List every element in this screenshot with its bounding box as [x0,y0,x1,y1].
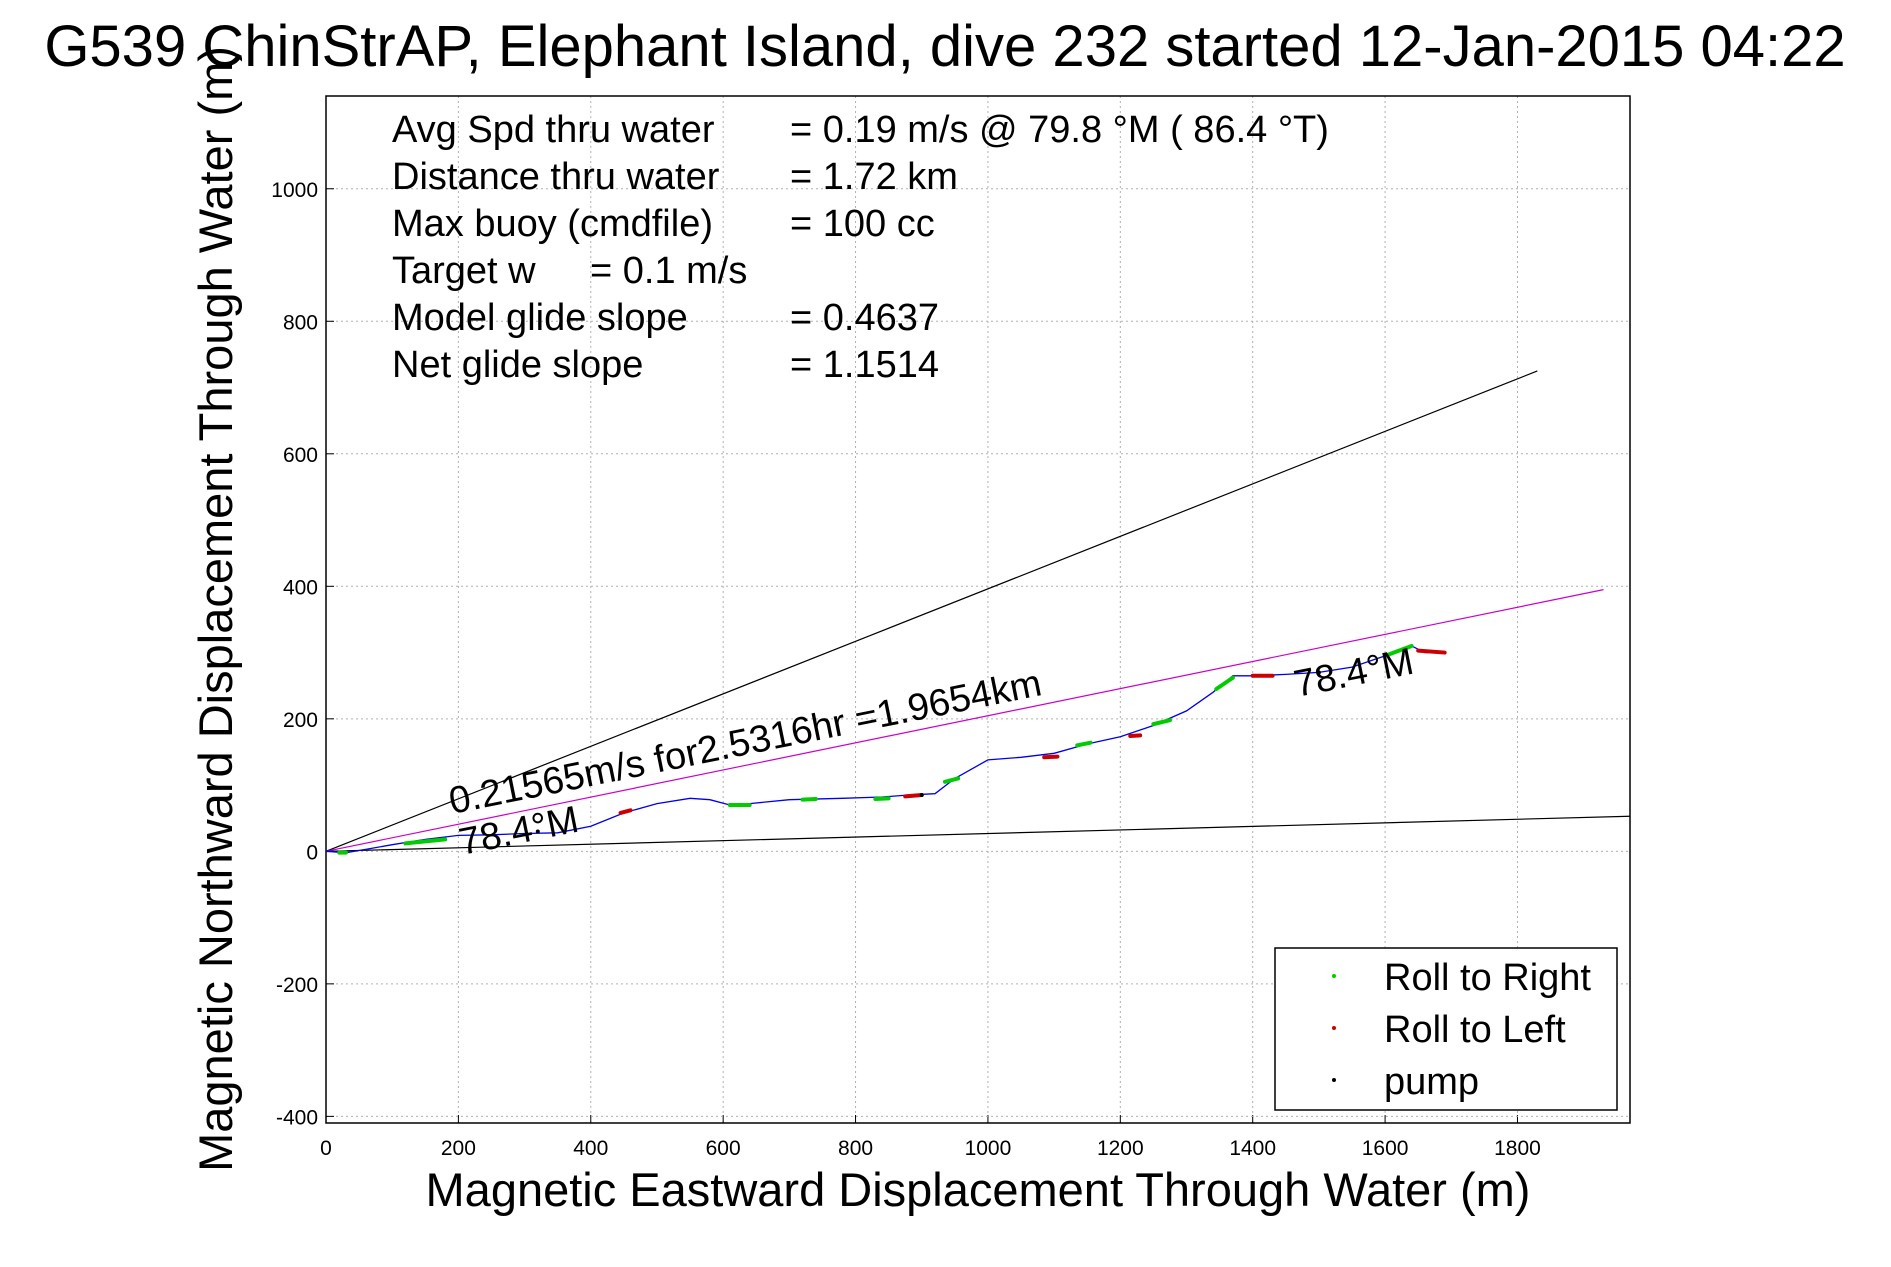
x-tick-label: 1400 [1229,1137,1276,1160]
reference-line-current [325,589,1604,852]
x-tick-label: 200 [441,1137,476,1160]
x-tick-label: 600 [706,1137,741,1160]
roll-left-mark [618,808,633,815]
heading-annotation-end: 78.4°M [1290,641,1417,706]
stat-label: Distance thru water [392,156,720,198]
x-tick-label: 1200 [1097,1137,1144,1160]
stat-value: = 0.19 m/s @ 79.8 °M ( 86.4 °T) [790,109,1329,151]
y-tick-label: 600 [283,444,318,467]
roll-right-mark [403,837,448,846]
roll-left-mark [1128,733,1143,739]
y-tick-label: 200 [283,709,318,732]
stat-value: = 1.1514 [790,344,939,386]
roll-right-mark [1075,740,1093,748]
x-tick-label: 1600 [1362,1137,1409,1160]
legend-box [1274,947,1618,1111]
stat-label: Avg Spd thru water [392,109,715,151]
pump-point [919,793,924,798]
legend-label: Roll to Left [1384,1009,1566,1051]
roll-right-mark [1214,675,1235,692]
y-tick-label: 0 [306,841,318,864]
series-layer [325,643,1447,855]
legend-marker [1332,1078,1336,1082]
stat-label: Target w [392,250,536,292]
roll-left-mark [1042,754,1060,760]
roll-right-mark [800,796,818,802]
current-annotation: 0.21565m/s for2.5316hr =1.9654km [445,662,1045,822]
legend: Roll to Right Roll to Left pump [1274,947,1618,1111]
roll-right-mark [1151,718,1172,727]
pump-point [535,829,540,834]
legend-label: pump [1384,1061,1479,1103]
x-axis-title: Magnetic Eastward Displacement Through W… [426,1163,1531,1216]
y-tick-label: 1000 [271,179,318,202]
stat-value: = 1.72 km [790,156,958,198]
x-tick-label: 400 [573,1137,608,1160]
roll-right-mark [1383,643,1414,658]
legend-items: Roll to Right Roll to Left pump [1332,957,1591,1103]
x-tick-label: 800 [838,1137,873,1160]
y-tick-label: -200 [276,974,318,997]
stat-value: = 0.1 m/s [590,250,747,292]
y-tick-label: -400 [276,1106,318,1129]
stats-block: Avg Spd thru water = 0.19 m/s @ 79.8 °M (… [392,109,1329,386]
stat-value: = 100 cc [790,203,935,245]
legend-marker [1332,974,1336,978]
roll-left-mark [903,793,924,799]
reference-lines [325,370,1631,852]
roll-right-mark [942,776,961,784]
x-tick-label: 0 [320,1137,332,1160]
plot-frame [325,95,1631,1124]
x-tick-label: 1800 [1494,1137,1541,1160]
reference-line-upper-bound [325,370,1538,852]
reference-line-lower-bound [325,815,1631,852]
stat-label: Max buoy (cmdfile) [392,203,713,245]
stat-value: = 0.4637 [790,297,939,339]
legend-marker [1332,1026,1336,1030]
chart-title: G539 ChinStrAP, Elephant Island, dive 23… [44,14,1845,79]
stat-label: Net glide slope [392,344,643,386]
x-tick-label: 1000 [965,1137,1012,1160]
legend-label: Roll to Right [1384,957,1591,999]
pump-point [1316,670,1321,675]
stat-label: Model glide slope [392,297,688,339]
tick-labels: 0 200 400 600 800 1000 1200 1400 1600 1800 -400 -20… [271,179,1541,1160]
y-axis-title: Magnetic Northward Displacement Through … [189,46,242,1172]
y-tick-label: 400 [283,576,318,599]
roll-right-mark [873,796,891,801]
y-tick-label: 800 [283,311,318,334]
roll-left-mark [1416,648,1447,655]
